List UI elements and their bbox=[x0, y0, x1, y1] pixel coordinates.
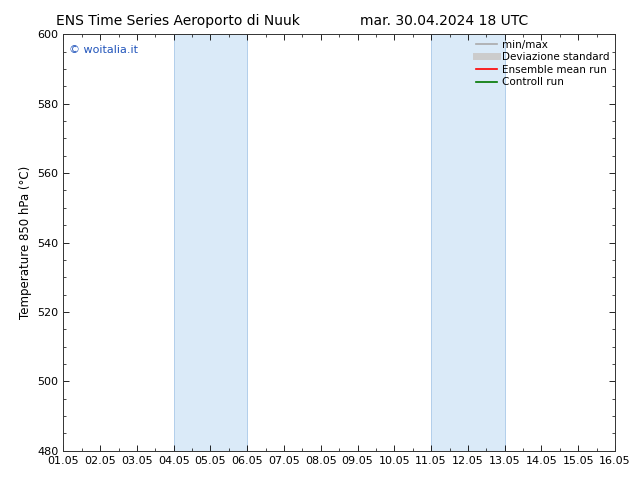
Text: mar. 30.04.2024 18 UTC: mar. 30.04.2024 18 UTC bbox=[359, 14, 528, 28]
Text: © woitalia.it: © woitalia.it bbox=[69, 45, 138, 55]
Text: ENS Time Series Aeroporto di Nuuk: ENS Time Series Aeroporto di Nuuk bbox=[56, 14, 299, 28]
Y-axis label: Temperature 850 hPa (°C): Temperature 850 hPa (°C) bbox=[19, 166, 32, 319]
Bar bbox=[174, 34, 247, 451]
Legend: min/max, Deviazione standard, Ensemble mean run, Controll run: min/max, Deviazione standard, Ensemble m… bbox=[473, 36, 613, 91]
Bar bbox=[431, 34, 505, 451]
